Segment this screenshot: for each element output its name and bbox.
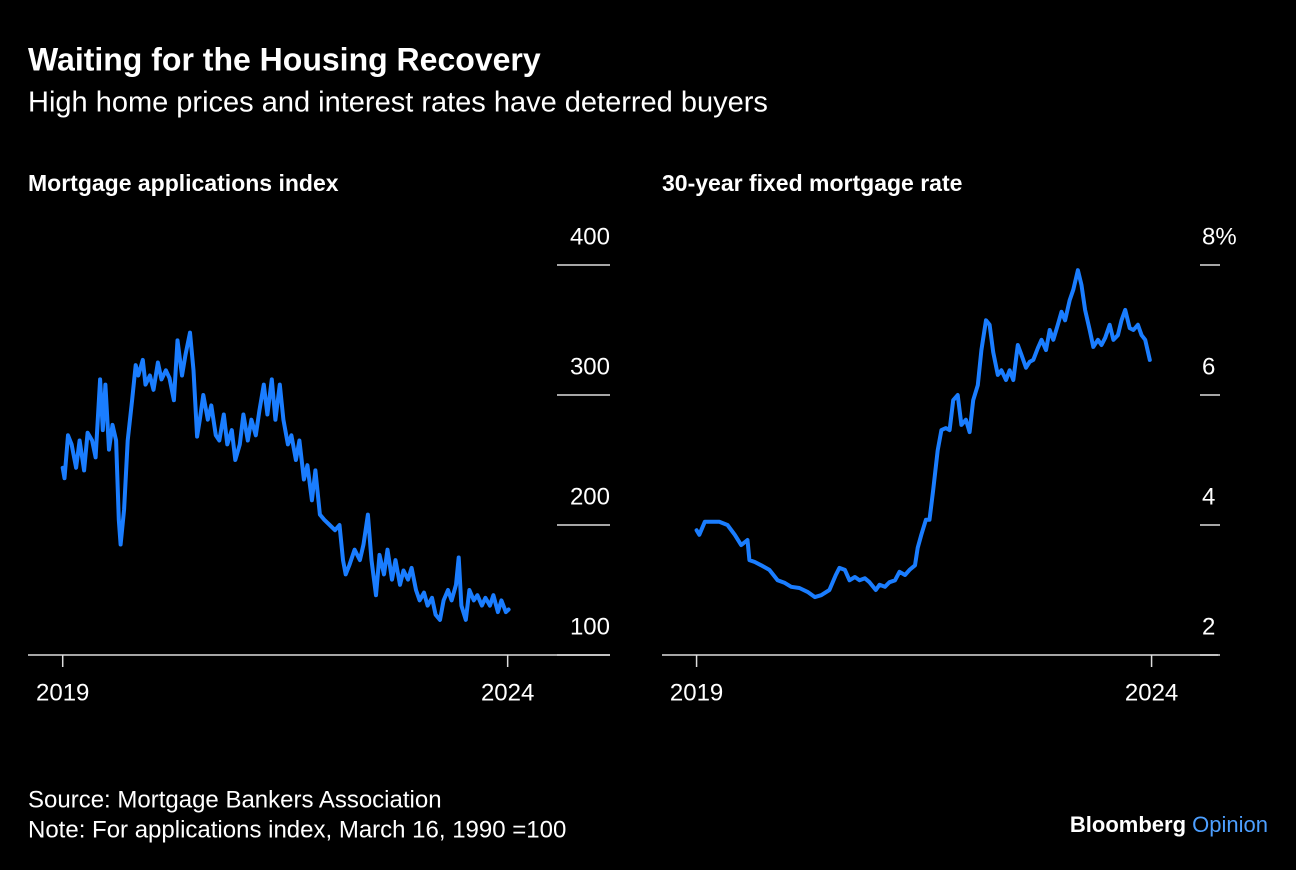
subtitle: High home prices and interest rates have…: [28, 87, 768, 119]
brand-suffix: Opinion: [1192, 812, 1268, 837]
title: Waiting for the Housing Recovery: [28, 41, 541, 77]
y-tick-label: 100: [570, 613, 610, 640]
y-tick-label: 4: [1202, 483, 1215, 510]
data-line: [60, 330, 511, 622]
chart-title: Mortgage applications index: [28, 170, 339, 196]
y-tick-label: 200: [570, 483, 610, 510]
y-tick-label: 6: [1202, 353, 1215, 380]
y-tick-label: 8%: [1202, 223, 1237, 250]
brand-name: Bloomberg: [1070, 812, 1186, 837]
x-tick-label: 2019: [36, 679, 89, 706]
note: Note: For applications index, March 16, …: [28, 816, 566, 843]
y-tick-label: 2: [1202, 613, 1215, 640]
x-tick-label: 2024: [1125, 679, 1178, 706]
x-tick-label: 2024: [481, 679, 534, 706]
y-tick-label: 300: [570, 353, 610, 380]
x-tick-label: 2019: [670, 679, 723, 706]
y-tick-label: 400: [570, 223, 610, 250]
brand: Bloomberg Opinion: [1070, 812, 1268, 837]
data-line: [694, 268, 1152, 600]
chart-title: 30-year fixed mortgage rate: [662, 170, 962, 196]
source: Source: Mortgage Bankers Association: [28, 786, 442, 813]
